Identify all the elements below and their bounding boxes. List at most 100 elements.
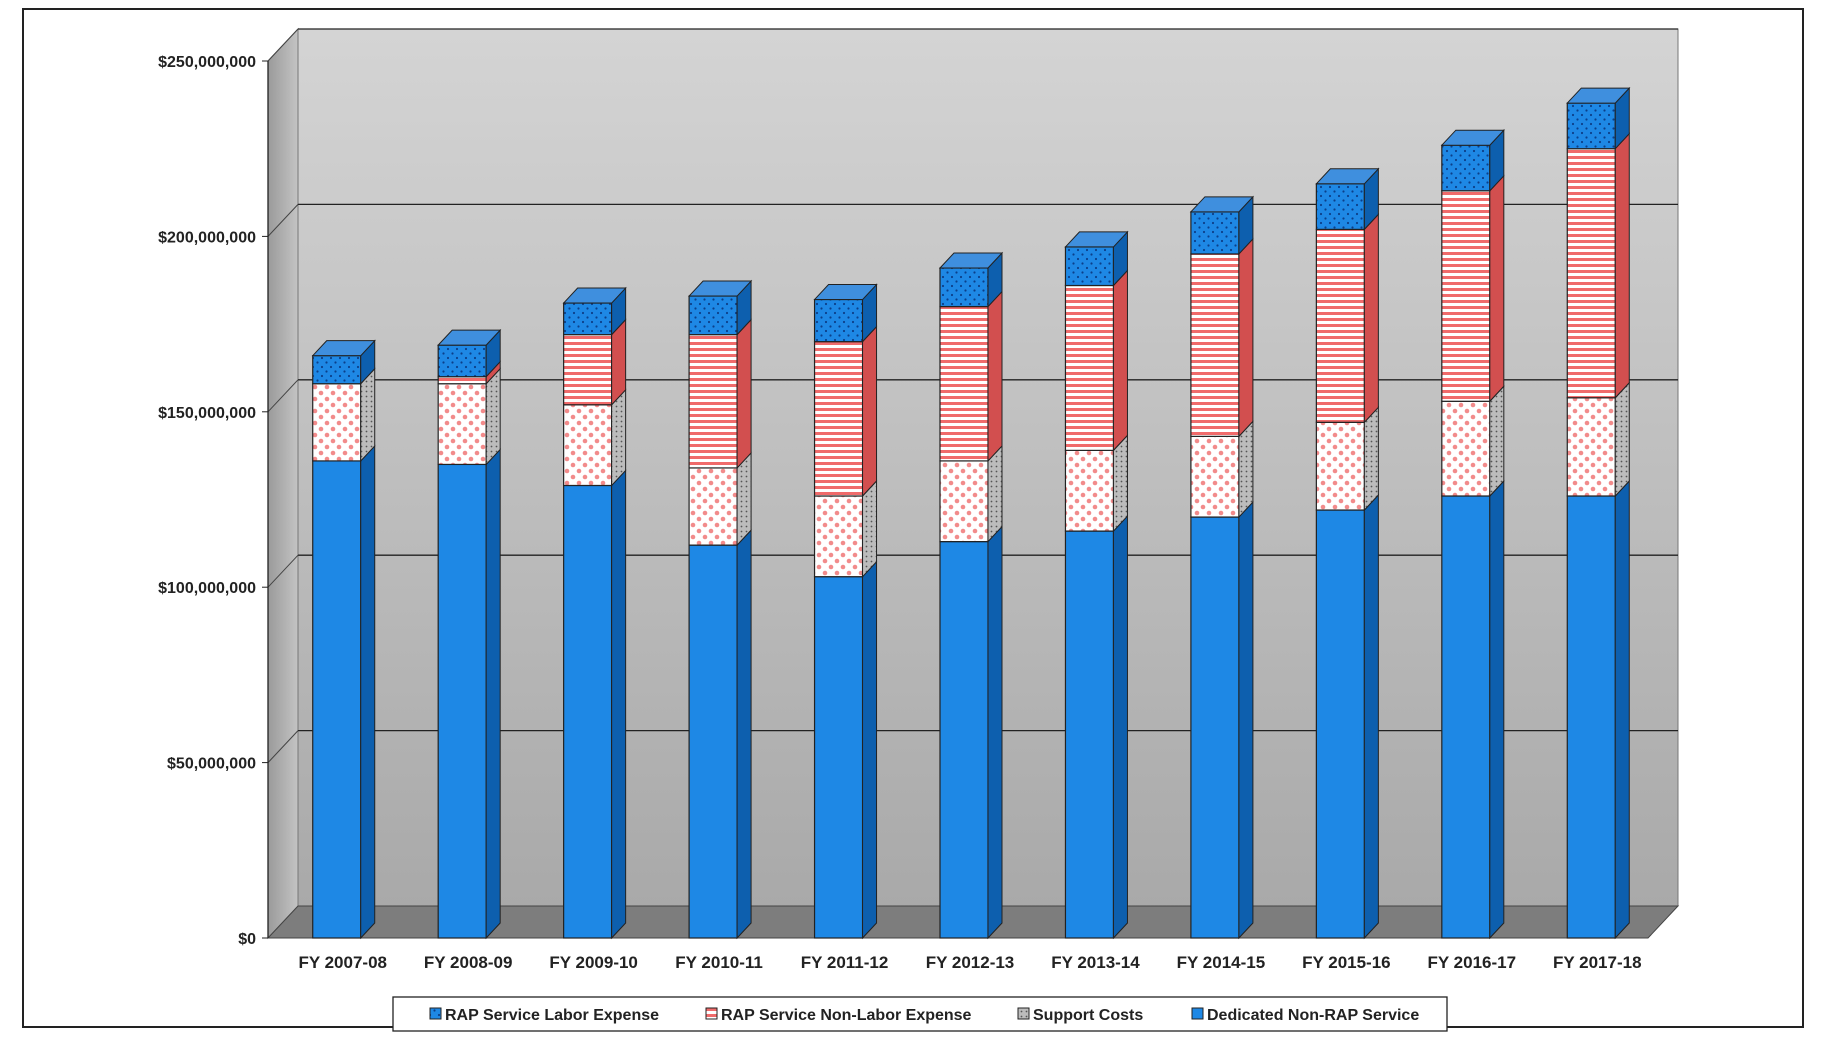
x-tick-label: FY 2013-14	[1051, 953, 1140, 972]
legend-label: Dedicated Non-RAP Service	[1207, 1007, 1419, 1024]
legend-label: Support Costs	[1033, 1007, 1143, 1024]
bar-segment-rap-service-labor-expense	[1190, 211, 1240, 255]
bar-stack	[311, 339, 376, 940]
bar-segment-support-costs	[563, 404, 613, 487]
x-tick-label: FY 2009-10	[549, 953, 638, 972]
gridline-side	[267, 730, 299, 763]
bar-side-dedicated-non-rap-service	[736, 528, 752, 940]
bar-side-dedicated-non-rap-service	[1363, 493, 1379, 940]
bar-stack	[813, 283, 878, 940]
bar-top-cap	[1189, 196, 1255, 213]
bar-segment-support-costs	[437, 383, 487, 466]
bar-side-dedicated-non-rap-service	[611, 469, 627, 940]
x-tick-label: FY 2016-17	[1428, 953, 1517, 972]
y-tick-label: $150,000,000	[158, 405, 256, 422]
bar-side-dedicated-non-rap-service	[987, 525, 1003, 940]
bar-side-rap-service-non-labor-expense	[1489, 174, 1505, 403]
bar-segment-dedicated-non-rap-service	[1064, 530, 1115, 939]
bar-side-support-costs	[862, 479, 878, 578]
x-tick-label: FY 2012-13	[926, 953, 1015, 972]
bar-stack	[1064, 230, 1129, 940]
bar-segment-rap-service-non-labor-expense	[1566, 148, 1616, 399]
gridline-side	[267, 204, 299, 237]
bar-side-support-costs	[1363, 406, 1379, 512]
bar-segment-rap-service-non-labor-expense	[813, 341, 864, 497]
bar-side-dedicated-non-rap-service	[1238, 500, 1254, 940]
bar-segment-rap-service-labor-expense	[1315, 183, 1365, 230]
bar-side-dedicated-non-rap-service	[1614, 479, 1630, 940]
bar-top-cap	[1315, 168, 1380, 185]
bar-top-cap	[938, 252, 1004, 269]
bar-segment-dedicated-non-rap-service	[563, 484, 613, 939]
legend-swatch	[705, 1007, 718, 1020]
bar-top-cap	[687, 280, 753, 297]
y-axis-ticks: $0 $50,000,000 $100,000,000 $150,000,000 $20…	[158, 54, 269, 948]
bar-segment-support-costs	[939, 460, 989, 543]
bar-segment-support-costs	[813, 495, 864, 578]
bar-segment-rap-service-non-labor-expense	[1441, 190, 1491, 402]
bar-side-rap-service-non-labor-expense	[1112, 269, 1128, 452]
bar-stack	[1189, 195, 1255, 940]
bar-segment-dedicated-non-rap-service	[939, 540, 989, 939]
x-tick-label: FY 2008-09	[424, 953, 513, 972]
bar-top-cap	[311, 340, 376, 357]
bar-segment-dedicated-non-rap-service	[688, 544, 738, 939]
legend-label: RAP Service Labor Expense	[445, 1007, 659, 1024]
bar-segment-support-costs	[1064, 449, 1115, 532]
bars	[311, 86, 1631, 940]
legend-swatch	[429, 1007, 442, 1020]
bar-segment-rap-service-non-labor-expense	[688, 334, 738, 469]
bar-segment-dedicated-non-rap-service	[1315, 509, 1365, 939]
bar-side-rap-service-non-labor-expense	[1363, 213, 1379, 424]
bar-top-cap	[437, 329, 502, 346]
bar-side-rap-service-non-labor-expense	[736, 318, 752, 470]
bar-segment-rap-service-non-labor-expense	[1315, 228, 1365, 423]
bar-segment-support-costs	[1190, 435, 1240, 518]
x-tick-label: FY 2015-16	[1302, 953, 1391, 972]
bar-segment-dedicated-non-rap-service	[1441, 495, 1491, 939]
legend-swatch	[1191, 1007, 1204, 1020]
bar-segment-dedicated-non-rap-service	[813, 576, 864, 939]
legend-box	[392, 996, 1448, 1032]
bar-segment-support-costs	[1566, 397, 1616, 497]
bar-segment-support-costs	[1441, 400, 1491, 497]
bar-stack	[1440, 128, 1505, 940]
x-tick-label: FY 2011-12	[801, 953, 889, 972]
bar-top-cap	[1566, 87, 1631, 104]
bar-segment-support-costs	[312, 383, 362, 462]
bar-side-support-costs	[736, 451, 752, 547]
bar-segment-rap-service-labor-expense	[312, 355, 362, 385]
bar-segment-rap-service-labor-expense	[1064, 246, 1115, 287]
bar-side-support-costs	[360, 367, 376, 463]
legend: RAP Service Labor Expense RAP Service Non…	[392, 996, 1448, 1032]
bar-segment-rap-service-labor-expense	[437, 344, 487, 378]
bar-stack	[1566, 86, 1631, 940]
bar-side-rap-service-non-labor-expense	[987, 290, 1003, 463]
bar-side-support-costs	[987, 444, 1003, 543]
bar-top-cap	[562, 287, 627, 304]
bar-segment-rap-service-labor-expense	[813, 298, 864, 343]
bar-stack	[562, 286, 627, 940]
bar-segment-rap-service-labor-expense	[563, 302, 613, 336]
bar-stack	[938, 251, 1004, 940]
bar-segment-rap-service-non-labor-expense	[1064, 284, 1115, 451]
bar-side-support-costs	[1489, 385, 1505, 498]
bar-side-dedicated-non-rap-service	[1489, 479, 1505, 940]
x-axis-ticks: FY 2007-08 FY 2008-09 FY 2009-10 FY 2010-11…	[298, 953, 1641, 972]
gridline-side	[267, 379, 299, 413]
bar-side-rap-service-non-labor-expense	[1238, 237, 1254, 438]
bar-segment-dedicated-non-rap-service	[312, 460, 362, 939]
gridline-side	[267, 28, 299, 62]
bar-segment-rap-service-labor-expense	[1566, 102, 1616, 150]
side-wall	[267, 27, 299, 940]
bar-side-dedicated-non-rap-service	[862, 560, 878, 940]
bar-segment-rap-service-non-labor-expense	[1190, 253, 1240, 437]
bar-segment-support-costs	[688, 467, 738, 546]
bar-side-support-costs	[1614, 381, 1630, 498]
bar-segment-rap-service-non-labor-expense	[939, 305, 989, 462]
bar-top-cap	[813, 284, 878, 301]
x-tick-label: FY 2017-18	[1553, 953, 1642, 972]
bar-segment-dedicated-non-rap-service	[1566, 495, 1616, 939]
